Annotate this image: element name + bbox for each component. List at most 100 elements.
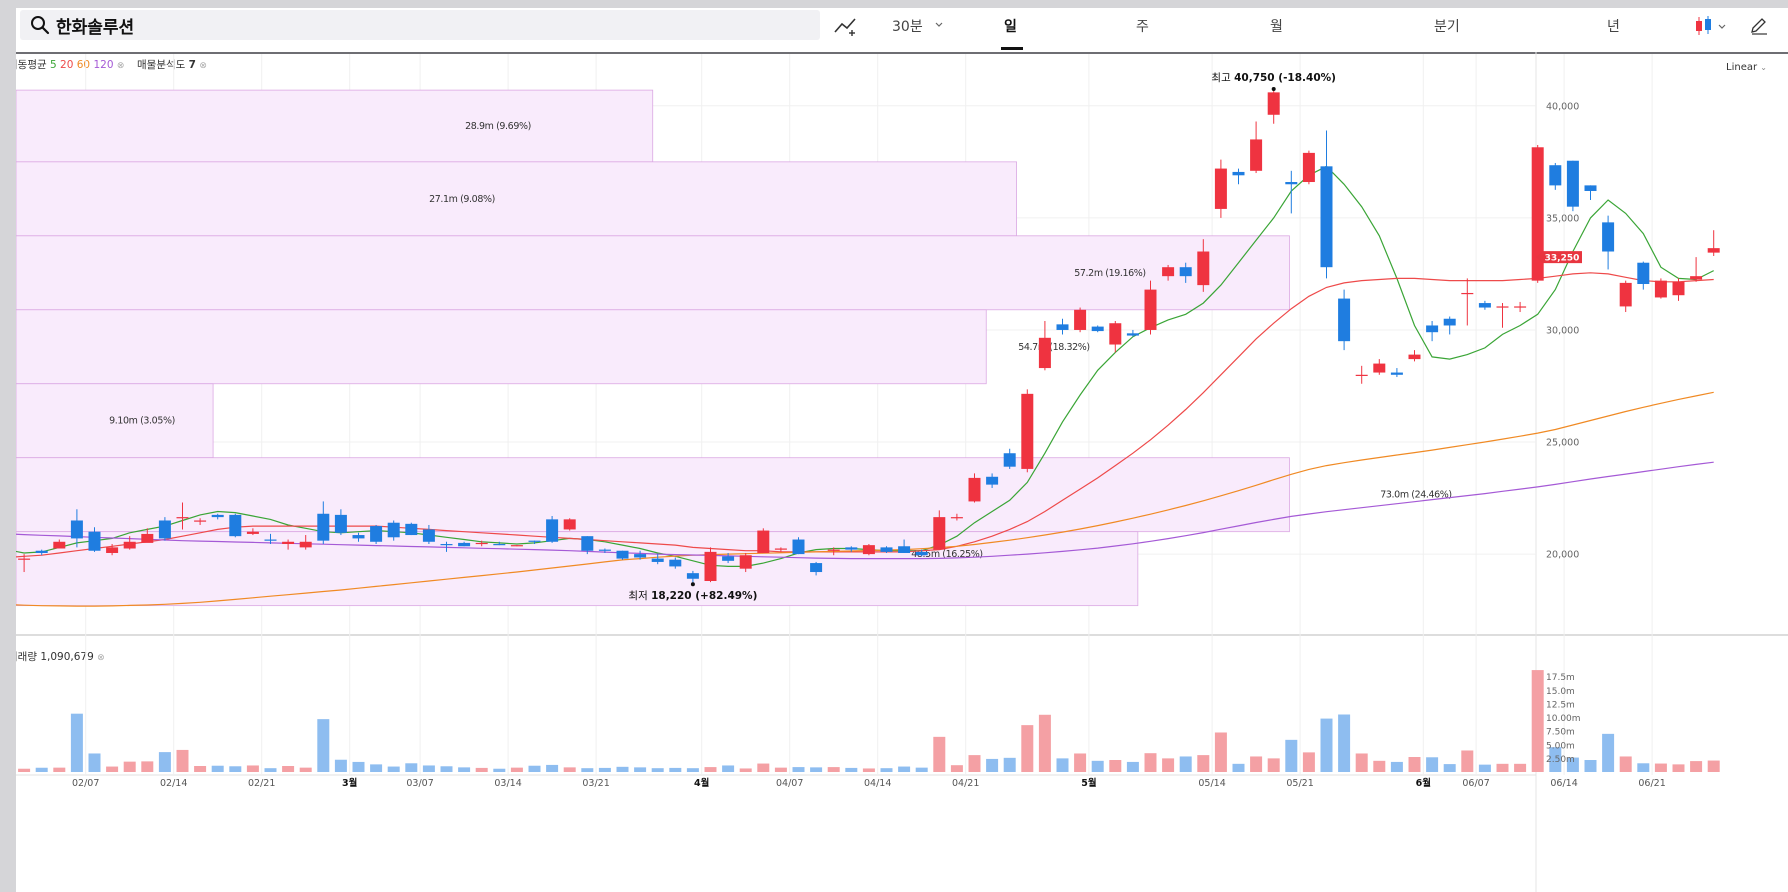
chevron-down-icon: ⌄: [1760, 63, 1767, 72]
y-tick-label: 30,000: [1546, 325, 1579, 336]
volume-profile-label: 54.7m (18.32%): [1018, 342, 1089, 353]
candle-body: [1179, 267, 1192, 277]
volume-bar: [528, 765, 541, 772]
candle-body: [968, 477, 981, 502]
volume-bar: [933, 736, 946, 772]
candle-body: [704, 551, 717, 581]
candle-body: [440, 544, 453, 546]
volume-bar: [898, 766, 911, 772]
volume-legend-value: 1,090,679: [40, 651, 94, 663]
candle-body: [1250, 139, 1263, 171]
volume-bar: [158, 752, 171, 772]
pencil-icon[interactable]: [1749, 15, 1769, 35]
candle-body: [1214, 168, 1227, 209]
volume-bar: [739, 768, 752, 772]
candle-body: [1197, 251, 1210, 286]
candle-body: [35, 550, 48, 553]
volume-bar: [1549, 747, 1562, 772]
volume-bar: [264, 768, 277, 772]
candle-body: [282, 541, 295, 545]
volume-bar: [458, 767, 471, 772]
candle-body: [1074, 309, 1087, 330]
candle-body: [1690, 276, 1703, 280]
active-tab-indicator: [1001, 47, 1023, 50]
tab-quarter[interactable]: 분기: [1434, 19, 1460, 35]
high-marker: [1271, 87, 1276, 91]
volume-bar: [493, 768, 506, 772]
candle-body: [1566, 160, 1579, 207]
volume-bar: [1602, 733, 1615, 772]
volume-profile-bar: [16, 309, 987, 385]
candle-body: [581, 536, 594, 551]
volume-tick-label: 7.50m: [1546, 728, 1575, 738]
close-icon[interactable]: ⊗: [116, 61, 125, 71]
search-input[interactable]: 한화솔루션: [20, 10, 820, 40]
candle-body: [686, 573, 699, 579]
volume-bar: [1566, 757, 1579, 772]
close-icon[interactable]: ⊗: [97, 653, 105, 663]
volume-bar: [317, 719, 330, 772]
candle-body: [915, 551, 928, 556]
volume-bar: [1672, 764, 1685, 772]
x-tick-label: 03/07: [406, 778, 433, 789]
volume-bar: [774, 767, 787, 772]
volume-bar: [18, 768, 31, 772]
volume-bar: [475, 767, 488, 772]
chevron-down-icon[interactable]: [934, 21, 944, 29]
tab-week[interactable]: 주: [1136, 19, 1149, 35]
volume-bar: [1144, 753, 1157, 772]
tab-month[interactable]: 월: [1270, 19, 1283, 35]
volume-bar: [282, 766, 295, 772]
x-tick-label: 02/21: [248, 778, 275, 789]
candle-body: [1144, 289, 1157, 330]
vp-legend-value: 7: [188, 59, 196, 71]
search-query: 한화솔루션: [56, 17, 135, 38]
candle-body: [1162, 267, 1175, 277]
candle-body: [246, 531, 259, 534]
ma-legend[interactable]: 이동평균 5 20 60 120 ⊗: [16, 57, 124, 72]
x-tick-label: 04/14: [864, 778, 891, 789]
ma60-period: 60: [76, 59, 91, 71]
volume-profile-bar: [16, 457, 1290, 533]
volume-bar: [176, 749, 189, 772]
x-tick-label: 05/21: [1286, 778, 1313, 789]
volume-bar: [229, 766, 242, 772]
candle-body: [616, 550, 629, 559]
candle-body: [158, 520, 171, 539]
tab-day[interactable]: 일: [1004, 19, 1017, 35]
candle-body: [898, 546, 911, 553]
volume-bar: [1654, 763, 1667, 772]
volume-bar: [405, 763, 418, 772]
volume-bar: [1373, 760, 1386, 772]
candle-body: [194, 520, 207, 522]
axes: 02/07 02/14 02/21 3월 03/07 03/14 03/21 4월 04/07 0…: [72, 101, 1666, 789]
candle-body: [123, 541, 136, 549]
volume-bar: [827, 767, 840, 772]
candle-body: [1514, 306, 1527, 308]
close-icon[interactable]: ⊗: [199, 61, 207, 71]
ma20-period: 20: [60, 59, 74, 71]
candle-body: [1302, 152, 1315, 183]
volume-profile-bar: [16, 161, 1017, 237]
chart-canvas[interactable]: 28.9m (9.69%) 27.1m (9.08%) 57.2m (19.16%)…: [16, 8, 1788, 892]
candlestick-icon[interactable]: [1694, 15, 1728, 37]
interval-dropdown[interactable]: 30분: [892, 19, 923, 35]
volume-bar: [1707, 760, 1720, 772]
volume-bar: [440, 766, 453, 772]
y-tick-label: 20,000: [1546, 550, 1579, 561]
candle-body: [1443, 318, 1456, 326]
candle-body: [1285, 182, 1298, 185]
volume-profile: 28.9m (9.69%) 27.1m (9.08%) 57.2m (19.16%)…: [16, 89, 1452, 607]
volume-bar: [704, 767, 717, 772]
volume-bar: [1126, 761, 1139, 772]
trend-line-add-icon[interactable]: [834, 15, 860, 37]
volume-legend[interactable]: 거래량 1,090,679 ⊗: [16, 649, 105, 664]
volume-profile-label: 73.0m (24.46%): [1380, 490, 1451, 501]
volume-bar: [1038, 714, 1051, 772]
volume-bar: [950, 765, 963, 772]
candle-body: [1267, 92, 1280, 115]
candle-body: [1373, 363, 1386, 373]
tab-year[interactable]: 년: [1607, 19, 1620, 35]
high-label: 최고 40,750 (-18.40%): [1211, 72, 1336, 84]
scale-mode-button[interactable]: Linear ⌄: [1726, 62, 1767, 73]
